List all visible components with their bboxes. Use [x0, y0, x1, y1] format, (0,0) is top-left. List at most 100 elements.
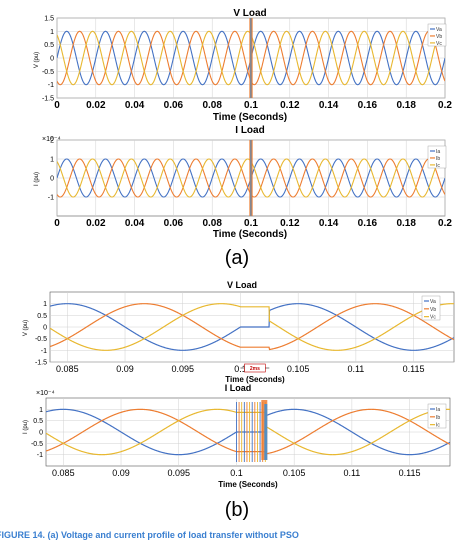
plot-area: 0.085 0.09 0.095 0.1 0.105 0.11 0.115 1 0.5 0 -0.5… — [35, 291, 455, 374]
x-tick-label: 0.2 — [438, 218, 452, 229]
legend: Ia Ib Ic — [427, 403, 447, 429]
x-tick-label: 0.11 — [343, 468, 360, 478]
legend-entry: Vb — [430, 307, 436, 313]
x-axis-label: Time (Seconds) — [213, 229, 287, 240]
x-tick-label: 0.16 — [358, 218, 378, 229]
y-tick-label: 0 — [39, 430, 43, 437]
plot-area: 0 0.02 0.04 0.06 0.08 0.1 0.12 0.14 0.16 0.18 0.2 1… — [42, 16, 452, 112]
y-tick-label: 1 — [43, 301, 47, 308]
chart-i-load-zoom: I Load I (pu) ×10⁻⁴ Time (Seconds) 0.085… — [23, 383, 451, 489]
y-tick-label: 2 — [50, 138, 54, 145]
y-tick-label: -0.5 — [35, 336, 47, 343]
x-tick-label: 0.02 — [86, 218, 106, 229]
y-tick-label: -1.5 — [42, 96, 54, 103]
series-line-vc — [50, 303, 454, 351]
panel-label-a: (a) — [225, 247, 249, 269]
y-tick-label: 1 — [50, 157, 54, 164]
legend-entry: Ic — [436, 163, 440, 169]
chart-v-load-full: V Load V (pu) Time (Seconds) 0 0.02 0.04 0.… — [34, 8, 452, 123]
legend-entry: Vc — [436, 41, 442, 47]
x-tick-label: 0.02 — [86, 100, 106, 111]
y-tick-label: 0 — [50, 56, 54, 63]
legend-entry: Vb — [436, 34, 442, 40]
x-tick-label: 0.105 — [283, 468, 306, 478]
x-tick-label: 0.115 — [399, 468, 421, 478]
x-tick-label: 0 — [54, 218, 60, 229]
y-tick-label: 0.5 — [33, 418, 43, 425]
x-tick-label: 0.16 — [358, 100, 378, 111]
caption-text: FIGURE 14. (a) Voltage and current profi… — [0, 530, 299, 540]
x-tick-label: 0.1 — [234, 364, 247, 374]
x-tick-label: 0.08 — [202, 100, 222, 111]
chart-title: V Load — [233, 8, 266, 19]
legend-entry: Ia — [436, 407, 440, 413]
y-tick-label: -1 — [48, 195, 54, 202]
series-line-ia — [46, 408, 450, 456]
legend-entry: Ic — [436, 423, 440, 429]
chart-i-load-full: I Load I (pu) ×10⁻⁴ Time (Seconds) 0 0.02… — [34, 125, 452, 240]
x-tick-label: 0.085 — [56, 364, 79, 374]
y-tick-label: -1 — [48, 82, 54, 89]
x-tick-label: 0.115 — [403, 364, 425, 374]
interval-box — [244, 363, 266, 373]
plot-area: 0.085 0.09 0.095 0.1 0.105 0.11 0.115 1 0.5 0 -0.5… — [31, 397, 451, 478]
x-tick-label: 0.2 — [438, 100, 452, 111]
exponent-label: ×10⁻⁴ — [42, 136, 61, 143]
series-line-ib — [46, 408, 450, 455]
x-tick-label: 0.06 — [164, 100, 184, 111]
exponent-label: ×10⁻⁴ — [36, 390, 55, 397]
y-tick-label: -1 — [37, 452, 43, 459]
x-tick-label: 0.1 — [230, 468, 243, 478]
chart-v-load-zoom: V Load V (pu) Time (Seconds) 0.085 0.09 0.… — [23, 280, 455, 384]
x-tick-label: 0.12 — [280, 100, 300, 111]
x-tick-label: 0.095 — [171, 364, 194, 374]
x-axis-label: Time (Seconds) — [218, 480, 278, 489]
panel-label-b: (b) — [225, 499, 249, 521]
x-tick-label: 0.095 — [167, 468, 190, 478]
x-tick-label: 0.04 — [125, 218, 145, 229]
y-axis-label: V (pu) — [34, 52, 40, 68]
legend-entry: Va — [430, 299, 436, 305]
chart-title: V Load — [227, 280, 257, 290]
x-tick-label: 0.09 — [112, 468, 130, 478]
x-tick-label: 0.04 — [125, 100, 145, 111]
y-tick-label: -1 — [41, 348, 47, 355]
x-tick-label: 0.12 — [280, 218, 300, 229]
y-tick-label: 0 — [50, 176, 54, 183]
plot-area: 0 0.02 0.04 0.06 0.08 0.1 0.12 0.14 0.16 0.18 0.2 2… — [48, 138, 453, 230]
series-line-ic — [46, 408, 450, 456]
legend-entry: Va — [436, 27, 442, 33]
legend-entry: Ib — [436, 415, 440, 421]
x-tick-label: 0.06 — [164, 218, 184, 229]
legend-box — [427, 403, 447, 429]
y-tick-label: -1.5 — [35, 360, 47, 367]
x-tick-label: 0.18 — [396, 218, 416, 229]
x-tick-label: 0.11 — [347, 364, 364, 374]
x-axis-label: Time (Seconds) — [225, 375, 285, 384]
y-tick-label: -0.5 — [31, 441, 43, 448]
x-tick-label: 0.1 — [244, 100, 258, 111]
x-axis-label: Time (Seconds) — [213, 112, 287, 123]
legend-entry: Ib — [436, 156, 440, 162]
chart-title: I Load — [225, 383, 252, 393]
series-line-va — [50, 303, 454, 351]
transient-burst — [264, 404, 268, 460]
x-tick-label: 0.08 — [202, 218, 222, 229]
y-axis-label: I (pu) — [23, 420, 29, 434]
x-tick-label: 0.085 — [52, 468, 75, 478]
legend-entry: Ia — [436, 149, 440, 155]
y-tick-label: 0 — [43, 325, 47, 332]
y-tick-label: 1 — [39, 407, 43, 414]
y-axis-label: V (pu) — [23, 320, 29, 336]
series-line-vb — [50, 303, 454, 351]
y-tick-label: 1 — [50, 29, 54, 36]
y-tick-label: 1.5 — [44, 16, 54, 23]
x-tick-label: 0.14 — [319, 218, 339, 229]
y-tick-label: 0.5 — [37, 313, 47, 320]
x-tick-label: 0.18 — [396, 100, 416, 111]
y-tick-label: -0.5 — [42, 69, 54, 76]
